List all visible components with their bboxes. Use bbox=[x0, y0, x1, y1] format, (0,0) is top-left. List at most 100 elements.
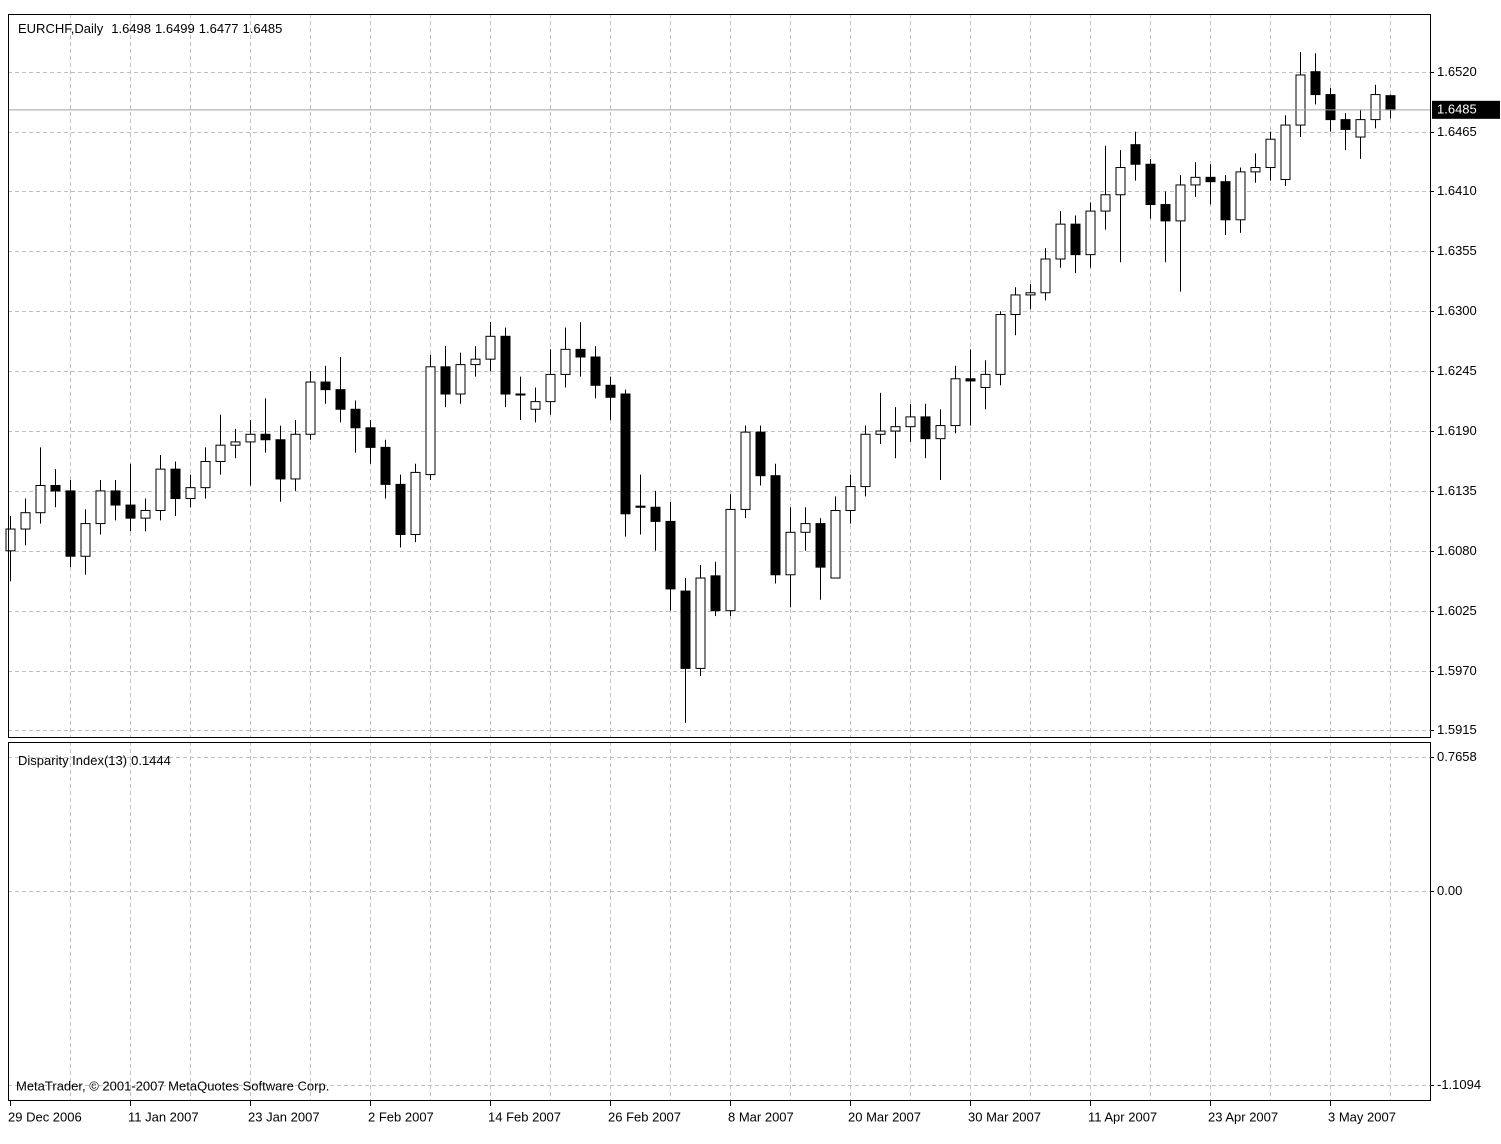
candle-body bbox=[905, 416, 916, 428]
candle-body bbox=[1340, 119, 1351, 130]
low-value: 1.6477 bbox=[199, 21, 239, 36]
candle-body bbox=[1325, 94, 1336, 121]
candle-body bbox=[440, 366, 451, 395]
candle-body bbox=[395, 483, 406, 535]
candle-body bbox=[470, 358, 481, 366]
candle-body bbox=[80, 523, 91, 557]
indicator-last-value: 0.1444 bbox=[131, 753, 171, 768]
candle-body bbox=[155, 468, 166, 512]
candle-body bbox=[1175, 184, 1186, 222]
open-value: 1.6498 bbox=[111, 21, 151, 36]
candle-body bbox=[215, 444, 226, 463]
candle-body bbox=[380, 446, 391, 485]
candle-body bbox=[455, 364, 466, 395]
candle-body bbox=[1145, 163, 1156, 206]
candle-body bbox=[200, 461, 211, 489]
x-tick-label: 29 Dec 2006 bbox=[8, 1109, 82, 1124]
candle-body bbox=[305, 381, 316, 435]
candle-body bbox=[965, 378, 976, 382]
candle-body bbox=[1010, 294, 1021, 316]
x-tick-label: 11 Apr 2007 bbox=[1088, 1109, 1157, 1124]
candle-body bbox=[1160, 204, 1171, 222]
candle-body bbox=[170, 468, 181, 500]
x-tick-label: 14 Feb 2007 bbox=[488, 1109, 561, 1124]
candle-body bbox=[1385, 95, 1396, 111]
candle-body bbox=[785, 531, 796, 576]
candle-body bbox=[1250, 167, 1261, 173]
close-value: 1.6485 bbox=[243, 21, 283, 36]
candle-body bbox=[1265, 138, 1276, 169]
y-tick-label: 1.6520 bbox=[1437, 64, 1477, 79]
candle-body bbox=[845, 486, 856, 512]
indicator-panel-frame bbox=[8, 742, 1431, 1101]
x-tick-label: 20 Mar 2007 bbox=[848, 1109, 921, 1124]
candle-body bbox=[500, 335, 511, 395]
candle-body bbox=[335, 389, 346, 410]
candle-body bbox=[1025, 292, 1036, 296]
candle-body bbox=[950, 378, 961, 427]
candle-body bbox=[920, 416, 931, 440]
candle-body bbox=[140, 510, 151, 519]
candle-body bbox=[575, 348, 586, 358]
candle-body bbox=[485, 335, 496, 360]
candle-body bbox=[875, 430, 886, 435]
plot-layer: 1.6520 1.6465 1.6410 1.6355 1.6300 1.6245 1.61… bbox=[5, 14, 1500, 1124]
candle-body bbox=[1115, 167, 1126, 196]
candle-body bbox=[1190, 176, 1201, 186]
candle-body bbox=[980, 373, 991, 388]
candle-body bbox=[1280, 124, 1291, 181]
candle-body bbox=[35, 484, 46, 514]
candle-body bbox=[815, 523, 826, 568]
candle-body bbox=[650, 506, 661, 522]
x-tick-label: 2 Feb 2007 bbox=[368, 1109, 434, 1124]
x-tick-label: 26 Feb 2007 bbox=[608, 1109, 681, 1124]
x-tick-label: 8 Mar 2007 bbox=[728, 1109, 794, 1124]
candle-body bbox=[665, 520, 676, 590]
symbol: EURCHF,Daily bbox=[18, 21, 104, 36]
candle-body bbox=[350, 408, 361, 429]
candle-body bbox=[1370, 94, 1381, 121]
candle-body bbox=[1220, 181, 1231, 221]
candle-body bbox=[890, 426, 901, 432]
y-tick-label: 1.5915 bbox=[1437, 722, 1477, 737]
candle-body bbox=[425, 366, 436, 476]
candle-body bbox=[725, 508, 736, 612]
x-tick-label: 11 Jan 2007 bbox=[128, 1109, 199, 1124]
x-tick-label: 23 Jan 2007 bbox=[248, 1109, 320, 1124]
candle-body bbox=[605, 384, 616, 398]
candle-body bbox=[590, 356, 601, 386]
candle-body bbox=[710, 575, 721, 612]
candle-body bbox=[185, 487, 196, 500]
x-tick-label: 23 Apr 2007 bbox=[1208, 1109, 1278, 1124]
y-tick-label: 1.6025 bbox=[1437, 603, 1477, 618]
candle-body bbox=[20, 512, 31, 530]
candle-body bbox=[1205, 176, 1216, 183]
candle-body bbox=[5, 528, 16, 552]
y-tick-label: 1.6190 bbox=[1437, 423, 1477, 438]
candle-body bbox=[860, 433, 871, 488]
candle-body bbox=[1040, 258, 1051, 294]
main-panel-frame bbox=[8, 14, 1431, 738]
y-tick-label: 1.6410 bbox=[1437, 183, 1477, 198]
candle-body bbox=[290, 433, 301, 480]
y-tick-label: 1.6465 bbox=[1437, 124, 1477, 139]
y-tick-label: 0.00 bbox=[1437, 883, 1462, 898]
candle-body bbox=[230, 441, 241, 446]
y-tick-label: 1.6135 bbox=[1437, 483, 1477, 498]
candle-body bbox=[320, 381, 331, 391]
candle-body bbox=[1235, 171, 1246, 221]
candle-body bbox=[65, 490, 76, 557]
candle-body bbox=[530, 401, 541, 410]
candle-body bbox=[560, 348, 571, 375]
candle-body bbox=[260, 433, 271, 441]
candle-body bbox=[995, 314, 1006, 375]
candle-body bbox=[1055, 223, 1066, 260]
candle-body bbox=[50, 484, 61, 492]
candle-body bbox=[755, 431, 766, 477]
y-tick-label: 1.6300 bbox=[1437, 303, 1477, 318]
last-price-box bbox=[1432, 100, 1500, 119]
candle-body bbox=[365, 427, 376, 448]
candle-body bbox=[680, 590, 691, 669]
candle-body bbox=[830, 510, 841, 579]
